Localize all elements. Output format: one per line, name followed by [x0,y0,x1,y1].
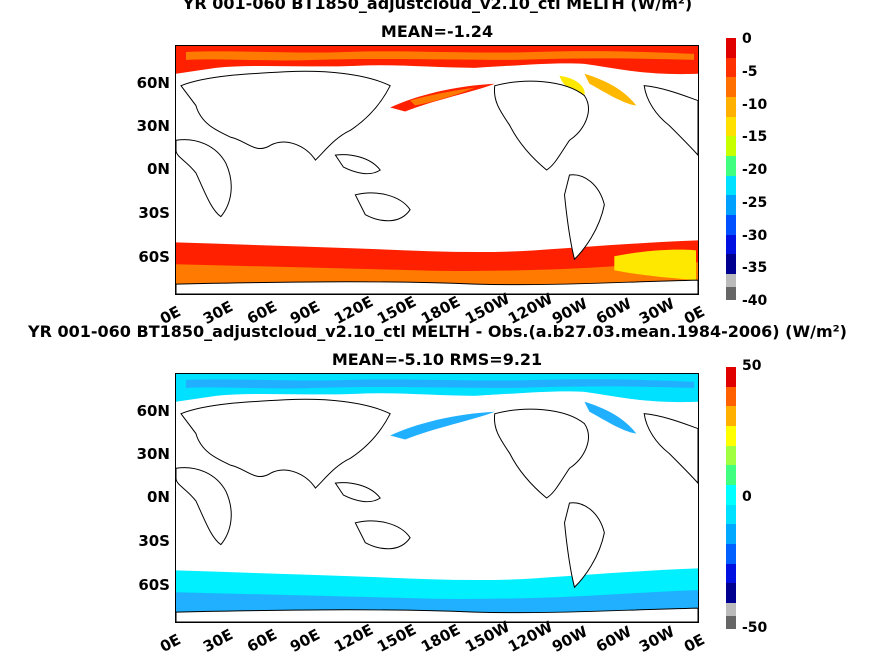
panel-2-lon-label-10: 60W [593,622,635,656]
colorbar-swatch [726,406,736,427]
colorbar-swatch [726,583,736,604]
panel-2-lon-label-6: 180E [418,620,464,656]
colorbar-tick-label: -40 [742,293,768,309]
colorbar-swatch [726,215,736,236]
weddell-sea-ice [614,249,697,281]
panel-2-colorbar [726,367,736,629]
panel-2-subtitle: MEAN=-5.10 RMS=9.21 [331,350,543,369]
colorbar-tick-label: -25 [742,194,768,211]
colorbar-tick-label: -35 [742,260,768,277]
panel-2-lat-30s: 30S [138,532,170,550]
panel-2-lon-label-9: 90W [549,622,591,656]
panel-1-lat-60s: 60S [138,248,170,266]
labrador-anomaly [584,401,637,434]
colorbar-tick-label: -5 [742,63,758,80]
north-pacific-sea-ice-inner [410,87,475,106]
colorbar-swatch [726,426,736,447]
hudson-sea-ice [559,75,585,96]
colorbar-swatch [726,97,736,118]
colorbar-tick-label: 0 [742,31,752,47]
panel-2-lon-label-8: 120W [505,617,556,656]
colorbar-tick-label: -20 [742,162,768,178]
colorbar-tick-label: -10 [742,96,768,113]
panel-1-lat-0n: 0N [147,160,170,178]
colorbar-swatch [726,524,736,545]
continents-2 [176,398,698,589]
panel-2-lon-label-1: 30E [200,625,236,656]
panel-2-lon-label-5: 150E [374,620,420,656]
colorbar-end-swatch [726,287,736,300]
antarctica-land-2 [176,607,698,622]
colorbar-swatch [726,136,736,157]
colorbar-swatch [726,156,736,177]
colorbar-tick-label: -50 [742,620,768,636]
colorbar-swatch [726,175,736,196]
colorbar-end-swatch [726,603,736,616]
colorbar-swatch [726,254,736,275]
continents [176,70,698,261]
panel-2-lon-label-3: 90E [287,625,323,656]
panel-2-lon-label-4: 120E [331,620,377,656]
colorbar-swatch [726,195,736,216]
colorbar-swatch [726,563,736,584]
colorbar-swatch [726,445,736,466]
panel-1-lat-60n: 60N [136,74,170,92]
colorbar-end-swatch [726,274,736,287]
labrador-sea-ice [584,73,637,106]
panel-2-lat-30n: 30N [136,445,170,463]
colorbar-swatch [726,485,736,506]
north-pacific-anomaly [390,411,495,440]
colorbar-swatch [726,544,736,565]
colorbar-swatch [726,504,736,525]
panel-2-lat-60n: 60N [136,402,170,420]
colorbar-end-swatch [726,616,736,629]
arctic-sea-ice-inner [185,51,695,61]
colorbar-swatch [726,38,736,59]
panel-2-lon-label-7: 150W [462,617,513,656]
panel-2-lat-60s: 60S [138,576,170,594]
colorbar-swatch [726,57,736,78]
colorbar-tick-label: 0 [742,489,752,505]
panel-2-lon-label-2: 60E [244,625,280,656]
panel-2-map-svg [176,374,698,622]
panel-1-subtitle: MEAN=-1.24 [380,22,494,41]
antarctica-land [176,279,698,294]
colorbar-tick-label: -30 [742,227,768,244]
panel-2-title: YR 001-060 BT1850_adjustcloud_v2.10_ctl … [28,322,847,341]
panel-1-map [175,45,699,295]
panel-2-lon-label-12: 0E [681,630,708,656]
panel-1-title: YR 001-060 BT1850_adjustcloud_v2.10_ctl … [182,0,693,13]
panel-1-lat-30s: 30S [138,204,170,222]
panel-2-map [175,373,699,623]
colorbar-tick-label: -15 [742,129,768,146]
panel-1-colorbar [726,38,736,300]
colorbar-swatch [726,465,736,486]
colorbar-swatch [726,77,736,98]
panel-2-lat-0n: 0N [147,488,170,506]
colorbar-swatch [726,386,736,407]
colorbar-swatch [726,116,736,137]
colorbar-swatch [726,367,736,388]
arctic-anomaly-inner [185,379,695,389]
colorbar-swatch [726,234,736,255]
panel-2-lon-label-0: 0E [157,630,184,656]
panel-1-lat-30n: 30N [136,117,170,135]
panel-1-map-svg [176,46,698,294]
panel-2-lon-label-11: 30W [636,622,678,656]
colorbar-tick-label: 50 [742,358,762,374]
